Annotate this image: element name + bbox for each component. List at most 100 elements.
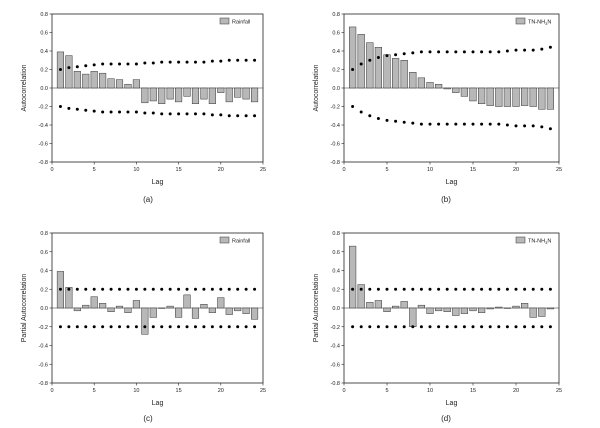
upper-bound-dot bbox=[376, 55, 380, 59]
x-tick-label: 5 bbox=[385, 388, 388, 394]
acf-bar bbox=[529, 307, 537, 318]
acf-bar bbox=[486, 87, 494, 106]
y-axis-label: Partial Autocorrelation bbox=[313, 274, 320, 343]
lower-bound-dot bbox=[480, 325, 484, 329]
panel-a: 0.8 0.6 0.4 0.2 0.0 -0.2 -0.4 -0.6 -0.80 5 10 15 20 2… bbox=[21, 12, 266, 204]
upper-bound-dot bbox=[134, 62, 138, 66]
panel-caption: (c) bbox=[143, 414, 153, 423]
x-tick-label: 15 bbox=[470, 167, 476, 173]
lower-bound-dot bbox=[67, 325, 71, 329]
upper-bound-dot bbox=[160, 287, 164, 291]
y-tick-label: -0.8 bbox=[331, 381, 340, 387]
lower-bound-dot bbox=[58, 325, 62, 329]
y-tick-label: 0.2 bbox=[40, 68, 48, 74]
lower-bound-dot bbox=[168, 112, 172, 116]
acf-bar bbox=[383, 307, 391, 312]
acf-bar bbox=[538, 87, 546, 110]
y-tick-label: 0.6 bbox=[332, 31, 340, 37]
acf-bar bbox=[391, 305, 400, 309]
lower-bound-dot bbox=[84, 108, 88, 112]
lower-bound-dot bbox=[168, 325, 172, 329]
lower-bound-dot bbox=[428, 122, 432, 126]
y-tick-label: -0.6 bbox=[39, 142, 48, 148]
upper-bound-dot bbox=[411, 287, 415, 291]
upper-bound-dot bbox=[193, 60, 197, 64]
upper-bound-dot bbox=[497, 50, 501, 54]
acf-bar bbox=[183, 294, 191, 309]
lower-bound-dot bbox=[471, 325, 475, 329]
acf-bar bbox=[107, 307, 115, 312]
upper-bound-dot bbox=[548, 287, 552, 291]
panel-b: 0.8 0.6 0.4 0.2 0.0 -0.2 -0.4 -0.6 -0.80 5 10 15 20 2… bbox=[313, 12, 562, 204]
lower-bound-dot bbox=[419, 325, 423, 329]
y-tick-label: -0.2 bbox=[39, 105, 48, 111]
x-tick-label: 0 bbox=[50, 167, 53, 173]
x-tick-label: 5 bbox=[93, 167, 96, 173]
panel-c: 0.8 0.6 0.4 0.2 0.0 -0.2 -0.4 -0.6 -0.80 5 10 15 20 2… bbox=[21, 231, 266, 423]
acf-bar bbox=[417, 304, 426, 309]
upper-bound-dot bbox=[471, 50, 475, 54]
acf-bar bbox=[158, 87, 166, 104]
y-tick-label: 0.0 bbox=[332, 306, 340, 312]
lower-bound-dot bbox=[193, 325, 197, 329]
y-tick-label: -0.8 bbox=[39, 160, 48, 166]
upper-bound-dot bbox=[75, 287, 79, 291]
y-tick-label: -0.6 bbox=[331, 142, 340, 148]
lower-bound-dot bbox=[67, 106, 71, 110]
lower-bound-dot bbox=[101, 325, 105, 329]
lower-bound-dot bbox=[445, 122, 449, 126]
y-tick-label: 0.0 bbox=[332, 86, 340, 92]
acf-bar bbox=[374, 300, 383, 309]
acf-bar bbox=[175, 87, 183, 103]
y-tick-label: -0.4 bbox=[331, 344, 340, 350]
upper-bound-dot bbox=[402, 52, 406, 56]
y-tick-label: 0.8 bbox=[40, 231, 48, 237]
upper-bound-dot bbox=[58, 68, 62, 71]
upper-bound-dot bbox=[454, 287, 458, 291]
lower-bound-dot bbox=[385, 325, 389, 329]
lower-bound-dot bbox=[210, 325, 214, 329]
lower-bound-dot bbox=[368, 325, 372, 329]
x-tick-label: 0 bbox=[342, 388, 345, 394]
legend-tail: N bbox=[547, 20, 551, 26]
upper-bound-dot bbox=[376, 287, 380, 291]
upper-bound-dot bbox=[210, 287, 214, 291]
y-tick-label: -0.2 bbox=[331, 105, 340, 111]
y-axis-label: Partial Autocorrelation bbox=[21, 274, 28, 343]
lower-bound-dot bbox=[143, 325, 147, 329]
upper-bound-dot bbox=[523, 48, 527, 52]
acf-bar bbox=[149, 307, 157, 318]
acf-bar bbox=[234, 87, 242, 98]
upper-bound-dot bbox=[419, 50, 423, 54]
upper-bound-dot bbox=[185, 60, 189, 64]
lower-bound-dot bbox=[497, 325, 501, 329]
acf-bar bbox=[469, 87, 477, 102]
upper-bound-dot bbox=[151, 287, 155, 291]
acf-bar bbox=[82, 73, 90, 89]
upper-bound-dot bbox=[160, 60, 164, 64]
upper-bound-dot bbox=[402, 287, 406, 291]
acf-bar bbox=[460, 307, 469, 314]
acf-bar bbox=[115, 79, 124, 89]
x-tick-label: 15 bbox=[470, 388, 476, 394]
acf-bar bbox=[409, 72, 417, 89]
x-axis-label: Lag bbox=[446, 179, 458, 186]
lower-bound-dot bbox=[75, 325, 79, 329]
acf-bar bbox=[65, 55, 73, 89]
upper-bound-dot bbox=[253, 58, 257, 62]
y-tick-label: 0.6 bbox=[40, 31, 48, 37]
upper-bound-dot bbox=[143, 287, 147, 291]
lower-bound-dot bbox=[118, 325, 122, 329]
upper-bound-dot bbox=[219, 287, 223, 291]
x-tick-label: 10 bbox=[133, 388, 139, 394]
upper-bound-dot bbox=[202, 60, 206, 64]
acf-bar bbox=[452, 87, 460, 93]
lower-bound-dot bbox=[437, 325, 441, 329]
lower-bound-dot bbox=[134, 325, 138, 329]
lower-bound-dot bbox=[531, 124, 535, 128]
lower-bound-dot bbox=[523, 325, 527, 329]
lower-bound-dot bbox=[402, 325, 406, 329]
lower-bound-dot bbox=[185, 112, 189, 116]
acf-bar bbox=[374, 47, 383, 89]
